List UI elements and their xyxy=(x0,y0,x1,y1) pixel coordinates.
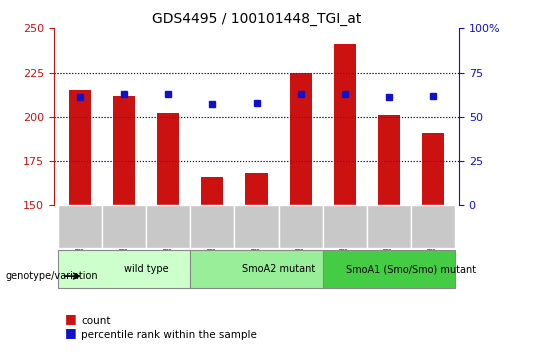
Text: count: count xyxy=(81,316,111,326)
Text: wild type: wild type xyxy=(124,264,169,274)
FancyBboxPatch shape xyxy=(191,205,234,248)
Bar xyxy=(201,177,224,205)
Title: GDS4495 / 100101448_TGI_at: GDS4495 / 100101448_TGI_at xyxy=(152,12,361,26)
FancyBboxPatch shape xyxy=(146,205,191,248)
Bar xyxy=(70,90,91,205)
Text: ■: ■ xyxy=(65,326,77,339)
FancyBboxPatch shape xyxy=(58,250,191,288)
FancyBboxPatch shape xyxy=(191,250,322,288)
FancyBboxPatch shape xyxy=(58,205,103,248)
Text: ■: ■ xyxy=(65,312,77,325)
FancyBboxPatch shape xyxy=(279,205,322,248)
Bar xyxy=(246,173,267,205)
Bar xyxy=(158,113,179,205)
Bar xyxy=(422,133,443,205)
FancyBboxPatch shape xyxy=(234,205,279,248)
Bar xyxy=(377,115,400,205)
Text: percentile rank within the sample: percentile rank within the sample xyxy=(81,330,257,340)
Bar xyxy=(334,44,355,205)
Text: genotype/variation: genotype/variation xyxy=(5,271,98,281)
FancyBboxPatch shape xyxy=(322,205,367,248)
Text: SmoA2 mutant: SmoA2 mutant xyxy=(242,264,315,274)
FancyBboxPatch shape xyxy=(410,205,455,248)
Bar xyxy=(113,96,136,205)
FancyBboxPatch shape xyxy=(103,205,146,248)
Text: SmoA1 (Smo/Smo) mutant: SmoA1 (Smo/Smo) mutant xyxy=(346,264,476,274)
FancyBboxPatch shape xyxy=(367,205,410,248)
Bar xyxy=(289,73,312,205)
FancyBboxPatch shape xyxy=(322,250,455,288)
